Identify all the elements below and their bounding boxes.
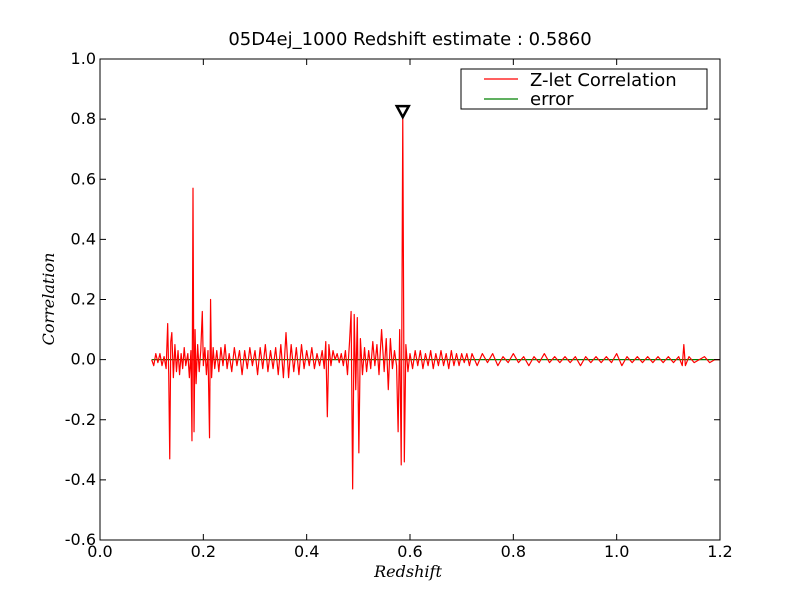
x-tick-label: 0.0 <box>87 542 112 561</box>
chart-title: 05D4ej_1000 Redshift estimate : 0.5860 <box>228 29 591 50</box>
y-tick-label: -0.2 <box>65 410 96 429</box>
legend-box <box>460 68 708 110</box>
x-tick-label: 1.2 <box>707 542 732 561</box>
x-tick-label: 0.2 <box>191 542 216 561</box>
legend: Z-let Correlation error <box>460 68 708 110</box>
x-tick-label: 1.0 <box>604 542 629 561</box>
y-tick-label: -0.4 <box>65 470 96 489</box>
peak-marker-triangle <box>394 104 411 120</box>
axis-ticks: 0.0 0.2 0.4 0.6 0.8 1.0 1.2 -0.6 -0.4 -0.2 0.0 0.2 0… <box>65 49 733 561</box>
axes-frame <box>99 58 721 541</box>
x-tick-label: 0.4 <box>294 542 319 561</box>
y-tick-label: 0.6 <box>71 169 96 188</box>
series-zlet-correlation-line <box>151 115 720 490</box>
y-tick-label: 0.4 <box>71 229 96 248</box>
x-tick-label: 0.8 <box>501 542 526 561</box>
x-axis-label: Redshift <box>373 562 442 581</box>
y-tick-label: -0.6 <box>65 530 96 549</box>
plot-area <box>151 104 720 490</box>
legend-label-zlet: Z-let Correlation <box>530 70 677 91</box>
legend-label-error: error <box>530 89 574 110</box>
y-tick-label: 1.0 <box>71 49 96 68</box>
y-tick-label: 0.8 <box>71 109 96 128</box>
y-axis-label: Correlation <box>39 253 58 346</box>
x-tick-label: 0.6 <box>397 542 422 561</box>
y-tick-label: 0.0 <box>71 350 96 369</box>
y-tick-label: 0.2 <box>71 290 96 309</box>
